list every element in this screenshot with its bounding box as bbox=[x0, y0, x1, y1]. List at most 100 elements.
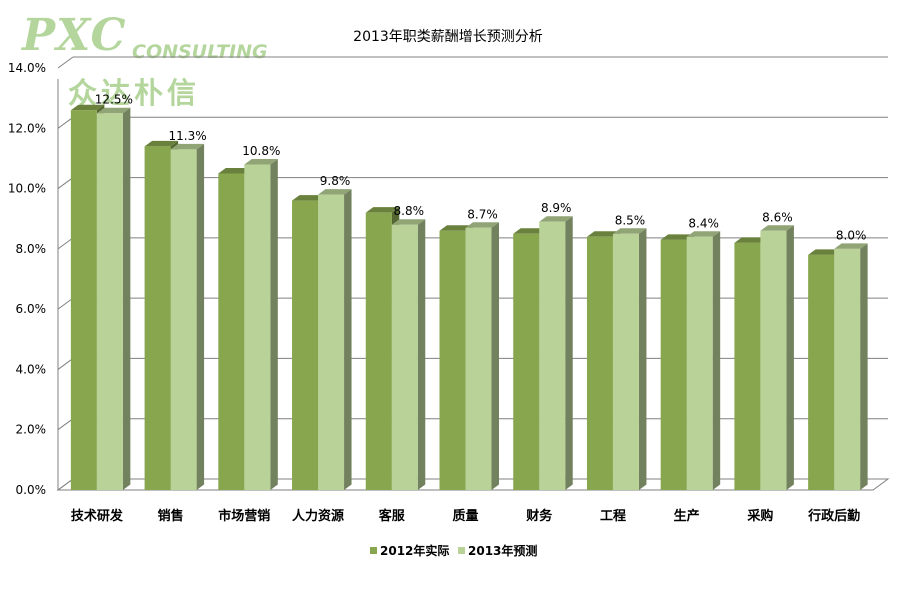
data-label: 8.4% bbox=[688, 216, 719, 230]
bar-top bbox=[686, 231, 721, 237]
x-tick-label: 客服 bbox=[379, 508, 406, 524]
bar-side bbox=[122, 107, 131, 490]
bar bbox=[834, 248, 861, 490]
bar-top bbox=[318, 189, 352, 195]
y-tick-label: 10.0% bbox=[8, 182, 46, 196]
y-tick-label: 6.0% bbox=[16, 302, 47, 316]
bar-top bbox=[70, 104, 105, 111]
logo-latin-text: PXC bbox=[22, 10, 127, 61]
bar-side bbox=[638, 228, 647, 491]
data-label: 12.5% bbox=[95, 93, 133, 107]
bars-layer bbox=[70, 104, 868, 491]
logo-chinese-text: 众达朴信 bbox=[68, 76, 201, 110]
bar bbox=[539, 221, 566, 490]
bar-side bbox=[786, 225, 794, 490]
legend-swatch bbox=[458, 547, 465, 554]
data-label: 8.9% bbox=[541, 201, 572, 215]
x-tick-label: 销售 bbox=[158, 508, 184, 524]
data-label: 11.3% bbox=[169, 129, 207, 143]
bar-top bbox=[808, 249, 842, 255]
gridline-depth bbox=[57, 358, 74, 370]
gridline-depth bbox=[57, 478, 74, 491]
bar-top bbox=[439, 225, 473, 231]
gridline-depth bbox=[57, 116, 74, 129]
bar bbox=[586, 236, 613, 490]
bar-top bbox=[96, 107, 131, 114]
bar-top bbox=[365, 207, 400, 213]
legend: 2012年实际 2013年预测 bbox=[370, 543, 537, 558]
y-tick-label: 4.0% bbox=[16, 362, 47, 376]
legend-swatch bbox=[370, 547, 377, 554]
bar bbox=[244, 164, 271, 490]
bar bbox=[365, 212, 392, 490]
bar-side bbox=[270, 158, 278, 490]
bar-top bbox=[660, 234, 695, 240]
bar bbox=[218, 173, 245, 490]
bar-top bbox=[539, 216, 573, 222]
bar-top bbox=[292, 195, 326, 201]
bar bbox=[465, 227, 492, 490]
y-tick-label: 12.0% bbox=[8, 121, 46, 135]
y-tick-label: 8.0% bbox=[16, 242, 47, 256]
bar-top bbox=[391, 219, 426, 225]
bar bbox=[513, 233, 540, 491]
y-tick-label: 2.0% bbox=[16, 423, 47, 437]
x-tick-label: 采购 bbox=[746, 508, 773, 524]
bar-top bbox=[834, 243, 868, 249]
bar-side bbox=[417, 219, 426, 490]
chart-title: 2013年职类薪酬增长预测分析 bbox=[353, 29, 543, 45]
bar-top bbox=[244, 158, 278, 165]
bar bbox=[612, 233, 639, 491]
bar bbox=[70, 110, 97, 490]
gridline-depth bbox=[57, 237, 74, 250]
bar-side bbox=[344, 189, 352, 490]
gridline-depth bbox=[57, 56, 74, 69]
gridline-depth bbox=[57, 418, 74, 431]
y-tick-label: 0.0% bbox=[16, 483, 47, 497]
bar bbox=[318, 194, 345, 490]
bar-top bbox=[465, 222, 499, 228]
data-label: 8.8% bbox=[394, 204, 425, 218]
data-label: 10.8% bbox=[242, 144, 280, 158]
legend-label: 2012年实际 bbox=[380, 543, 449, 558]
bar-side bbox=[491, 222, 499, 490]
bar bbox=[144, 146, 171, 490]
bar bbox=[660, 239, 687, 490]
bar bbox=[808, 254, 835, 490]
data-label: 8.0% bbox=[836, 228, 867, 242]
labels-layer: 12.5% 技术研发 11.3% 销售 10.8% 市场营销 9.8% 人力资源 8.8% 客服 8… bbox=[71, 93, 867, 524]
bar-top bbox=[144, 140, 179, 147]
legend-label: 2013年预测 bbox=[468, 543, 537, 558]
data-label: 9.8% bbox=[320, 174, 351, 188]
bar-top bbox=[218, 168, 252, 174]
gridline-depth bbox=[57, 177, 74, 189]
x-tick-label: 财务 bbox=[526, 508, 553, 524]
bar-top bbox=[760, 225, 794, 231]
bar bbox=[292, 200, 319, 490]
x-tick-label: 人力资源 bbox=[292, 508, 344, 524]
bar-side bbox=[196, 143, 205, 490]
data-label: 8.6% bbox=[762, 210, 793, 224]
bar bbox=[96, 113, 123, 490]
bar-top bbox=[586, 231, 621, 237]
bar bbox=[686, 236, 713, 490]
bar bbox=[170, 149, 197, 490]
x-tick-label: 质量 bbox=[452, 508, 478, 524]
gridline-depth bbox=[57, 297, 74, 310]
x-tick-label: 市场营销 bbox=[218, 508, 270, 524]
bar-top bbox=[612, 228, 647, 234]
bar bbox=[734, 242, 761, 490]
bar-side bbox=[565, 216, 573, 490]
bar-side bbox=[860, 243, 868, 490]
data-label: 8.7% bbox=[467, 207, 498, 221]
bar bbox=[391, 224, 418, 490]
bar-top bbox=[170, 143, 205, 150]
y-tick-label: 14.0% bbox=[8, 61, 46, 75]
x-tick-label: 生产 bbox=[674, 508, 700, 524]
bar-top bbox=[513, 228, 547, 234]
x-tick-label: 行政后勤 bbox=[807, 508, 860, 524]
bar-top bbox=[734, 237, 768, 243]
bar bbox=[760, 230, 787, 490]
x-tick-label: 技术研发 bbox=[71, 508, 124, 524]
